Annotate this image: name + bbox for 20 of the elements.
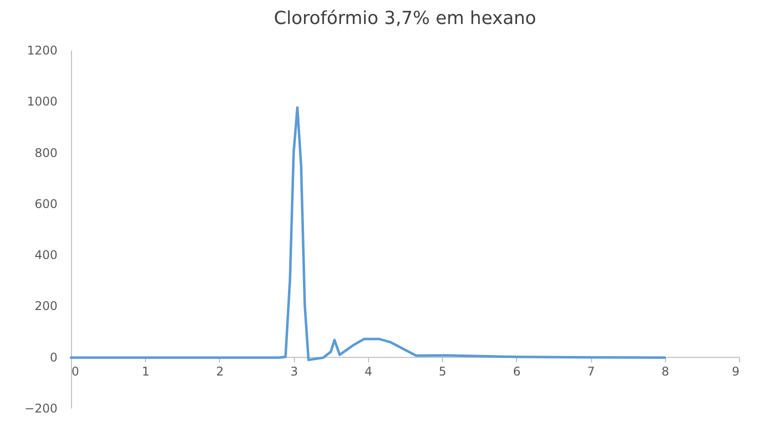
x-tick-label: 2 bbox=[216, 364, 224, 378]
chart-title: Clorofórmio 3,7% em hexano bbox=[274, 8, 536, 29]
y-tick-label: 1000 bbox=[26, 94, 58, 109]
y-tick-label: 800 bbox=[34, 146, 58, 160]
x-tick-label: 9 bbox=[732, 364, 740, 378]
line-series bbox=[70, 106, 666, 362]
y-tick-label: 200 bbox=[34, 299, 58, 314]
y-tick-label: 1200 bbox=[26, 44, 58, 58]
x-tick-label: 6 bbox=[513, 364, 521, 378]
x-tick-label: 8 bbox=[661, 364, 670, 378]
x-tick-label: 7 bbox=[587, 364, 595, 378]
y-tick-label: 400 bbox=[34, 248, 58, 262]
y-tick-label: −200 bbox=[24, 402, 58, 416]
y-tick-label: 600 bbox=[34, 196, 58, 211]
x-tick-label: 0 bbox=[72, 364, 80, 378]
x-tick-label: 3 bbox=[290, 364, 298, 378]
x-tick-label: 5 bbox=[438, 364, 446, 378]
x-tick-label: 1 bbox=[142, 364, 150, 378]
y-tick-label: 0 bbox=[50, 350, 58, 364]
x-tick-label: 4 bbox=[364, 364, 372, 378]
